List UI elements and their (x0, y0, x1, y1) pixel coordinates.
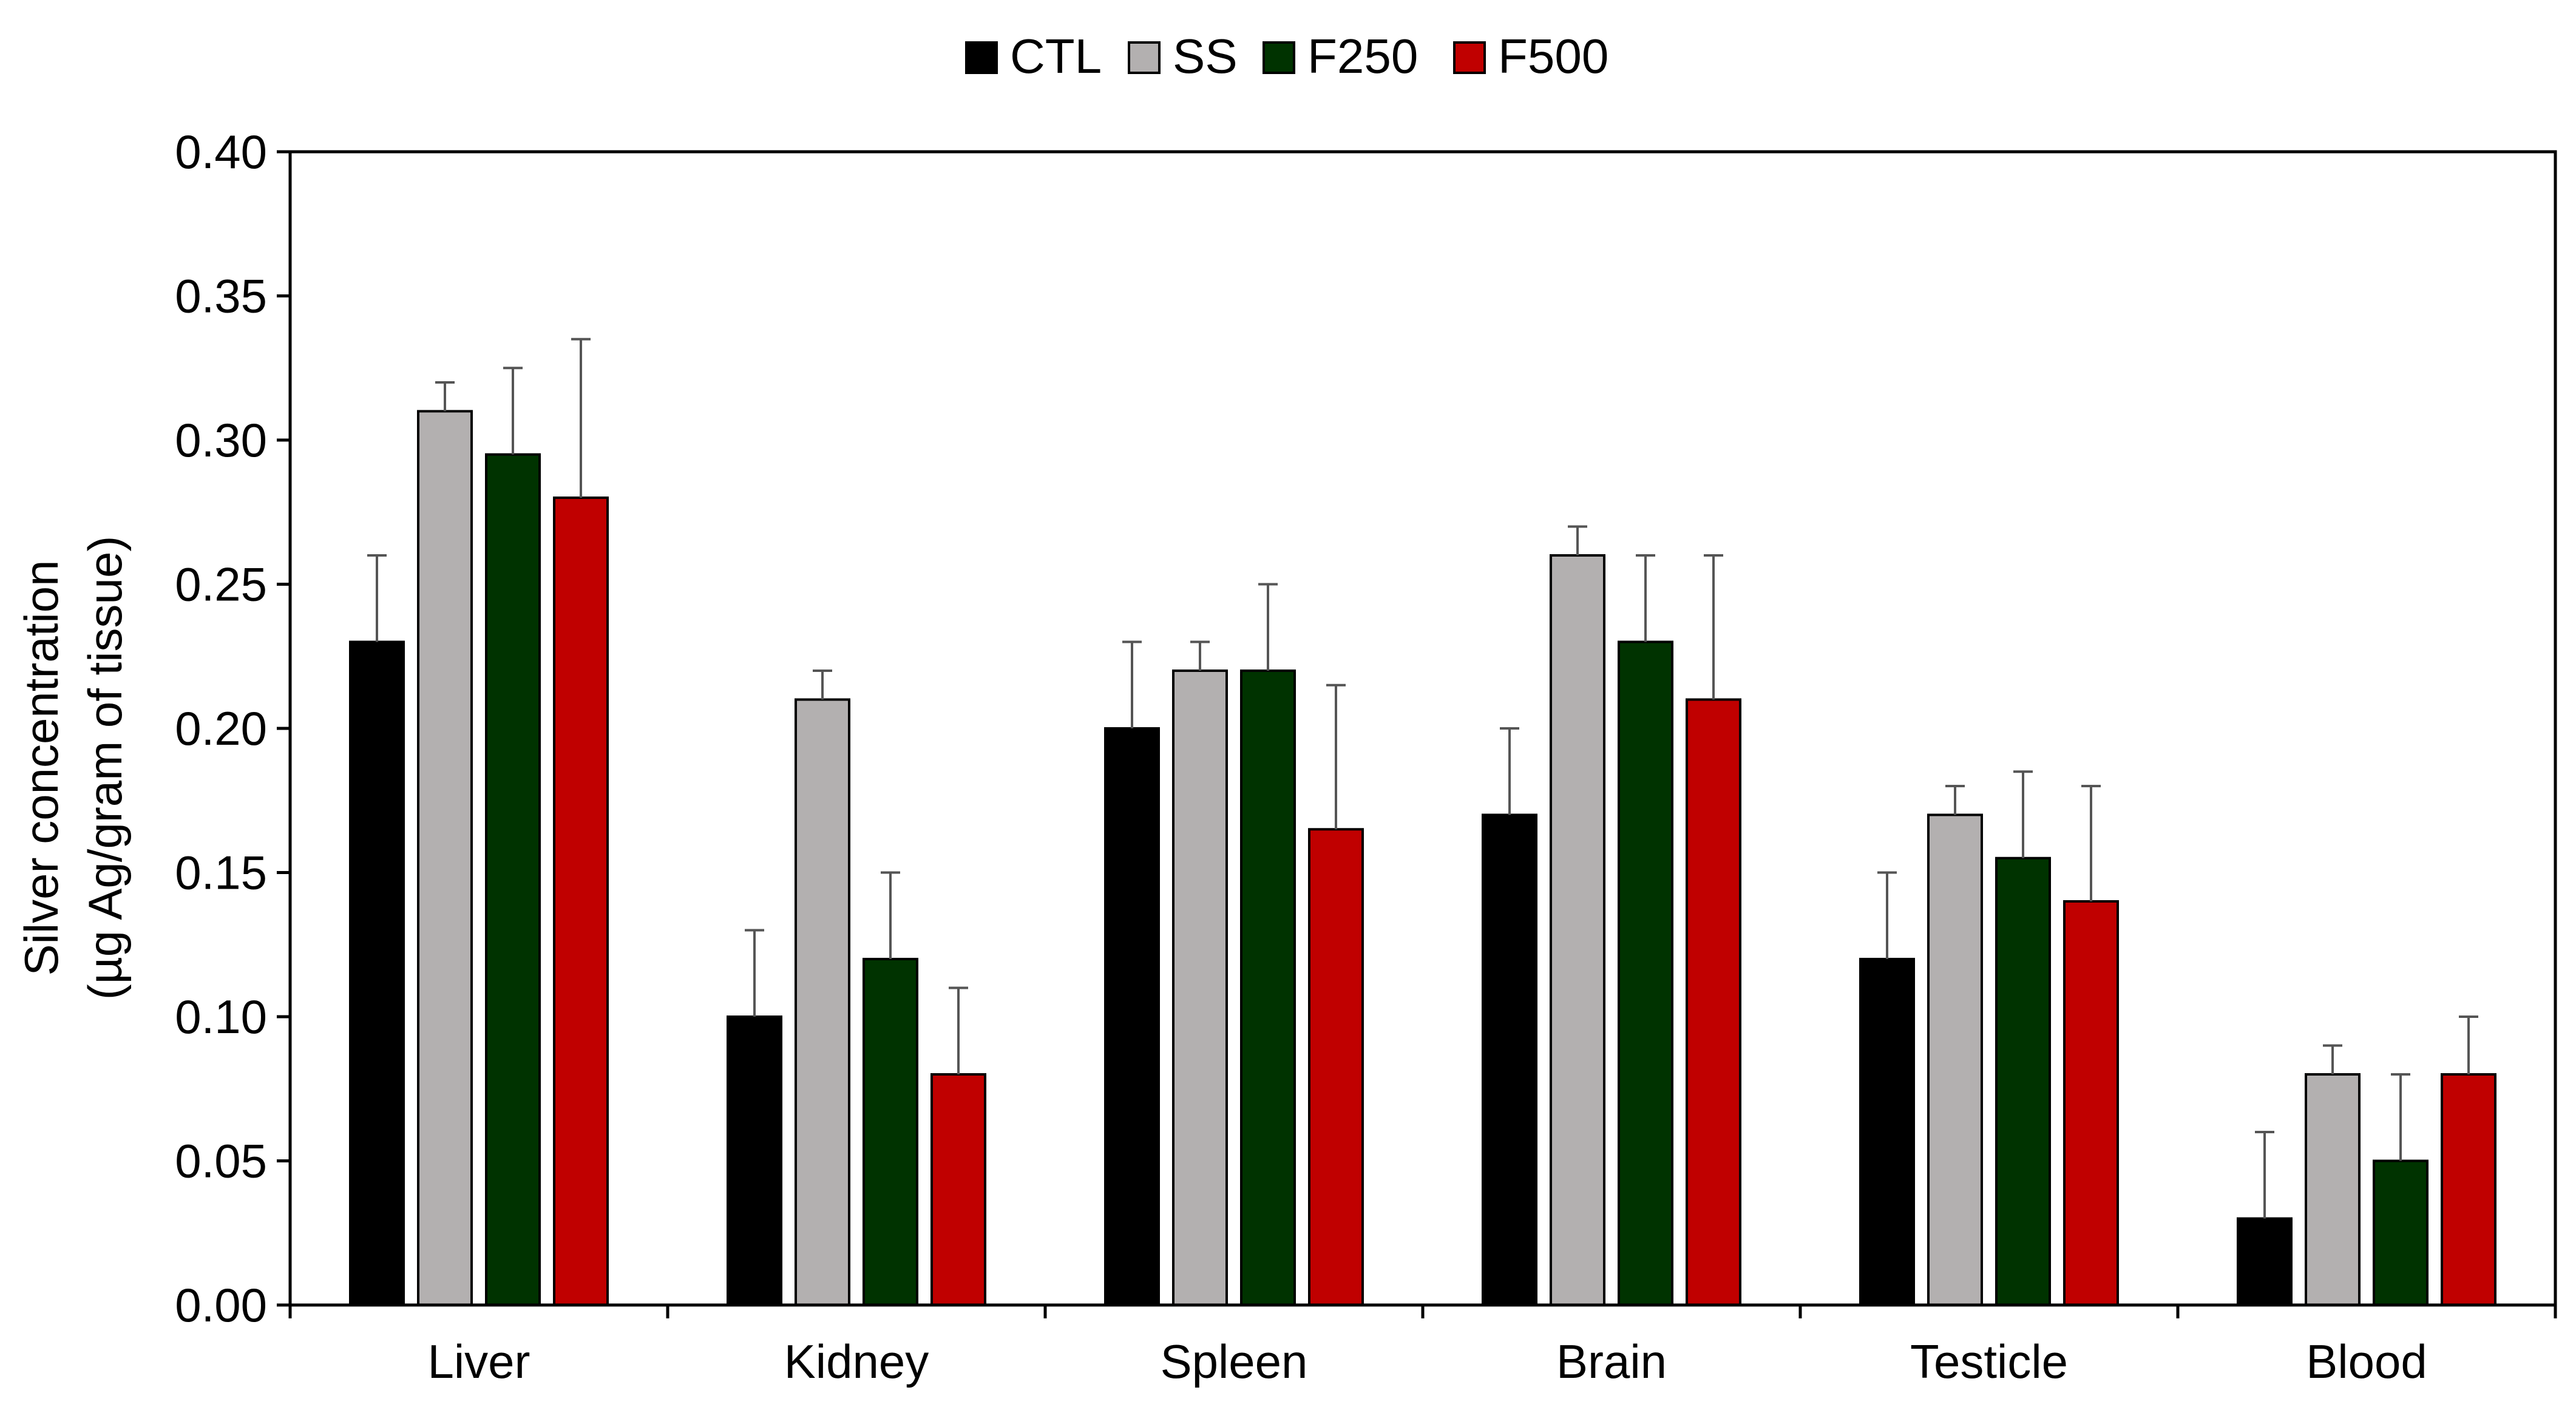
x-axis-ticks: Liver Kidney Spleen Brain Testicle Blood (288, 1305, 2557, 1388)
y-tick-label: 0.15 (175, 846, 267, 900)
bar-ctl-liver (349, 640, 405, 1306)
legend-swatch-ctl (965, 41, 998, 74)
bar-ss-brain (1550, 554, 1605, 1306)
bar-ctl-brain (1482, 813, 1537, 1306)
bars (349, 410, 2496, 1306)
bar-f250-kidney (863, 958, 918, 1306)
bar-ss-blood (2305, 1073, 2361, 1306)
x-category-label-spleen: Spleen (1161, 1335, 1308, 1388)
error-bars (367, 337, 2478, 1219)
y-tick-label: 0.25 (175, 558, 267, 611)
legend-swatch-ss (1128, 41, 1161, 74)
legend-label-f250: F250 (1307, 29, 1418, 83)
x-category-label-kidney: Kidney (784, 1335, 929, 1388)
bar-f500-spleen (1308, 828, 1364, 1306)
legend-label-ss: SS (1173, 29, 1238, 83)
y-tick-label: 0.00 (175, 1278, 267, 1332)
y-tick-label: 0.20 (175, 702, 267, 755)
legend: CTL SS F250 F500 (965, 29, 1608, 83)
bar-ctl-spleen (1104, 727, 1160, 1306)
y-axis-title: Silver concentration (µg Ag/gram of tiss… (15, 536, 132, 1000)
y-axis-title-line-1: Silver concentration (15, 560, 68, 975)
bar-ss-liver (417, 410, 473, 1306)
bar-f500-liver (553, 497, 609, 1306)
bar-ss-kidney (795, 698, 850, 1306)
bar-ss-testicle (1927, 813, 1983, 1306)
x-category-label-brain: Brain (1556, 1335, 1667, 1388)
bar-ctl-kidney (727, 1015, 782, 1306)
bar-f250-brain (1618, 640, 1673, 1306)
bar-f250-testicle (1995, 856, 2051, 1306)
bar-ctl-blood (2237, 1217, 2293, 1306)
y-tick-label: 0.35 (175, 270, 267, 323)
legend-swatch-f500 (1453, 41, 1486, 74)
bar-f250-spleen (1240, 670, 1296, 1306)
bar-f500-kidney (930, 1073, 986, 1306)
y-tick-label: 0.30 (175, 413, 267, 467)
bar-ss-spleen (1172, 670, 1228, 1306)
bar-f250-blood (2373, 1159, 2429, 1306)
x-category-label-liver: Liver (427, 1335, 530, 1388)
x-category-label-testicle: Testicle (1910, 1335, 2068, 1388)
bar-f500-testicle (2063, 900, 2119, 1306)
bar-f500-brain (1686, 698, 1741, 1306)
y-axis-title-line-2: (µg Ag/gram of tissue) (78, 536, 132, 1000)
bar-f500-blood (2441, 1073, 2496, 1306)
bar-f250-liver (485, 453, 541, 1306)
y-tick-label: 0.10 (175, 990, 267, 1043)
bar-ctl-testicle (1859, 958, 1915, 1306)
plot-frame (288, 150, 2557, 1307)
y-axis-ticks: 0.00 0.05 0.10 0.15 0.20 0.25 0.30 0.35 0.40 (175, 125, 290, 1332)
y-tick-label: 0.05 (175, 1134, 267, 1188)
y-tick-label: 0.40 (175, 125, 267, 178)
x-category-label-blood: Blood (2306, 1335, 2427, 1388)
legend-swatch-f250 (1263, 41, 1295, 74)
legend-label-f500: F500 (1498, 29, 1608, 83)
legend-label-ctl: CTL (1010, 29, 1102, 83)
